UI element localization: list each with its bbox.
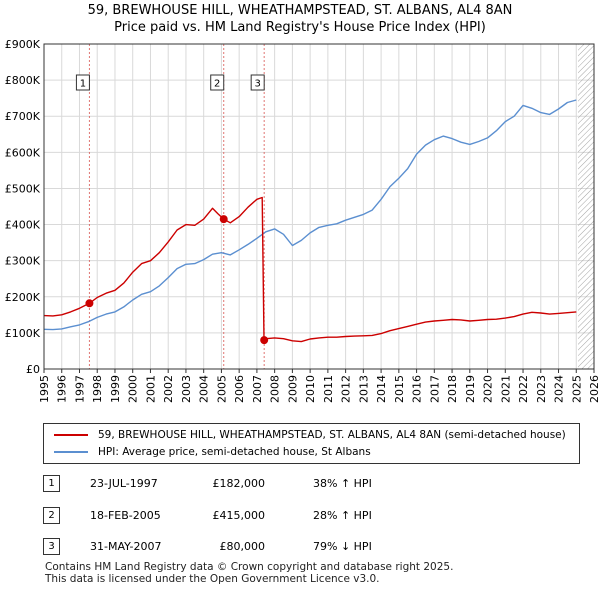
x-tick-label: 1998 xyxy=(91,375,104,403)
x-tick-label: 2017 xyxy=(428,375,441,403)
x-tick-label: 2023 xyxy=(535,375,548,403)
legend-label-property: 59, BREWHOUSE HILL, WHEATHAMPSTEAD, ST. … xyxy=(98,429,566,441)
transaction-date: 31-MAY-2007 xyxy=(90,540,162,553)
property-price-line xyxy=(43,196,577,343)
y-tick-label: £700K xyxy=(5,110,41,123)
transaction-number: 2 xyxy=(43,507,60,524)
y-tick-label: £500K xyxy=(5,182,41,195)
x-tick-label: 2000 xyxy=(127,375,140,403)
x-tick-label: 2001 xyxy=(144,375,157,403)
x-tick-label: 2007 xyxy=(251,375,264,403)
transaction-number: 3 xyxy=(43,538,60,555)
x-tick-label: 2025 xyxy=(570,375,583,403)
sale-label-frame xyxy=(75,74,90,91)
y-tick-label: £300K xyxy=(5,255,41,268)
chart-subtitle: Price paid vs. HM Land Registry's House … xyxy=(114,20,486,35)
x-tick-label: 2013 xyxy=(357,375,370,403)
sale-point xyxy=(219,215,228,224)
transaction-price: £80,000 xyxy=(219,540,266,553)
x-tick-label: 2018 xyxy=(446,375,459,403)
x-tick-label: 2019 xyxy=(464,375,477,403)
legend-entry-hpi: HPI: Average price, semi-detached house,… xyxy=(54,444,371,460)
x-tick-label: 2006 xyxy=(233,375,246,403)
sale-label-number: 3 xyxy=(254,79,260,90)
x-tick-label: 2024 xyxy=(553,375,566,403)
chart-title: 59, BREWHOUSE HILL, WHEATHAMPSTEAD, ST. … xyxy=(87,3,513,18)
plot-background xyxy=(44,44,594,369)
sale-label-frame xyxy=(250,74,265,91)
x-tick-label: 2016 xyxy=(411,375,424,403)
x-tick-label: 2003 xyxy=(180,375,193,403)
sale-label-box: 2 xyxy=(210,74,225,91)
y-tick-label: £200K xyxy=(5,291,41,304)
y-tick-label: £800K xyxy=(5,74,41,87)
footer-copyright: Contains HM Land Registry data © Crown c… xyxy=(45,561,454,573)
sale-label-box: 1 xyxy=(75,74,90,91)
sale-label-box: 3 xyxy=(250,74,265,91)
x-tick-label: 2021 xyxy=(499,375,512,403)
x-tick-label: 2026 xyxy=(588,375,600,403)
x-tick-label: 2020 xyxy=(482,375,495,403)
y-tick-label: £600K xyxy=(5,146,41,159)
x-tick-label: 2008 xyxy=(269,375,282,403)
transaction-price: £415,000 xyxy=(212,509,266,522)
x-tick-label: 1995 xyxy=(38,375,51,403)
price-chart: 1 2 3 £0 £100K £200K £300K £400K £500K £600K £700… xyxy=(5,38,600,403)
x-tick-label: 2005 xyxy=(215,375,228,403)
x-tick-label: 2009 xyxy=(286,375,299,403)
sale-point xyxy=(260,336,269,345)
x-tick-label: 1997 xyxy=(73,375,86,403)
footer-licence: This data is licensed under the Open Gov… xyxy=(45,573,380,585)
y-tick-label: £100K xyxy=(5,327,41,340)
legend-swatch-property xyxy=(54,434,88,436)
chart-legend: 59, BREWHOUSE HILL, WHEATHAMPSTEAD, ST. … xyxy=(43,423,580,464)
forecast-hatch xyxy=(578,44,594,369)
transaction-hpi: 28% ↑ HPI xyxy=(313,509,372,522)
x-tick-label: 2014 xyxy=(375,375,388,403)
x-tick-label: 1999 xyxy=(109,375,122,403)
y-tick-label: £0 xyxy=(26,363,40,376)
transaction-number: 1 xyxy=(43,475,60,492)
transaction-date: 23-JUL-1997 xyxy=(90,477,158,490)
x-tick-label: 2011 xyxy=(322,375,335,403)
legend-entry-property: 59, BREWHOUSE HILL, WHEATHAMPSTEAD, ST. … xyxy=(54,427,566,443)
transaction-price: £182,000 xyxy=(212,477,266,490)
hpi-line xyxy=(43,99,577,331)
y-tick-label: £900K xyxy=(5,38,41,51)
plot-border xyxy=(43,43,595,370)
x-tick-label: 2022 xyxy=(517,375,530,403)
x-tick-label: 1996 xyxy=(56,375,69,403)
y-tick-label: £400K xyxy=(5,219,41,232)
x-tick-label: 2004 xyxy=(198,375,211,403)
x-tick-label: 2015 xyxy=(393,375,406,403)
transaction-date: 18-FEB-2005 xyxy=(90,509,161,522)
x-tick-label: 2012 xyxy=(340,375,353,403)
sale-point xyxy=(85,299,94,308)
legend-swatch-hpi xyxy=(54,451,88,453)
transaction-hpi: 38% ↑ HPI xyxy=(313,477,372,490)
x-tick-label: 2010 xyxy=(304,375,317,403)
sale-label-frame xyxy=(210,74,225,91)
sale-label-number: 1 xyxy=(80,79,86,90)
sale-label-number: 2 xyxy=(214,79,220,90)
transaction-hpi: 79% ↓ HPI xyxy=(313,540,372,553)
x-tick-label: 2002 xyxy=(162,375,175,403)
legend-label-hpi: HPI: Average price, semi-detached house,… xyxy=(98,446,371,458)
